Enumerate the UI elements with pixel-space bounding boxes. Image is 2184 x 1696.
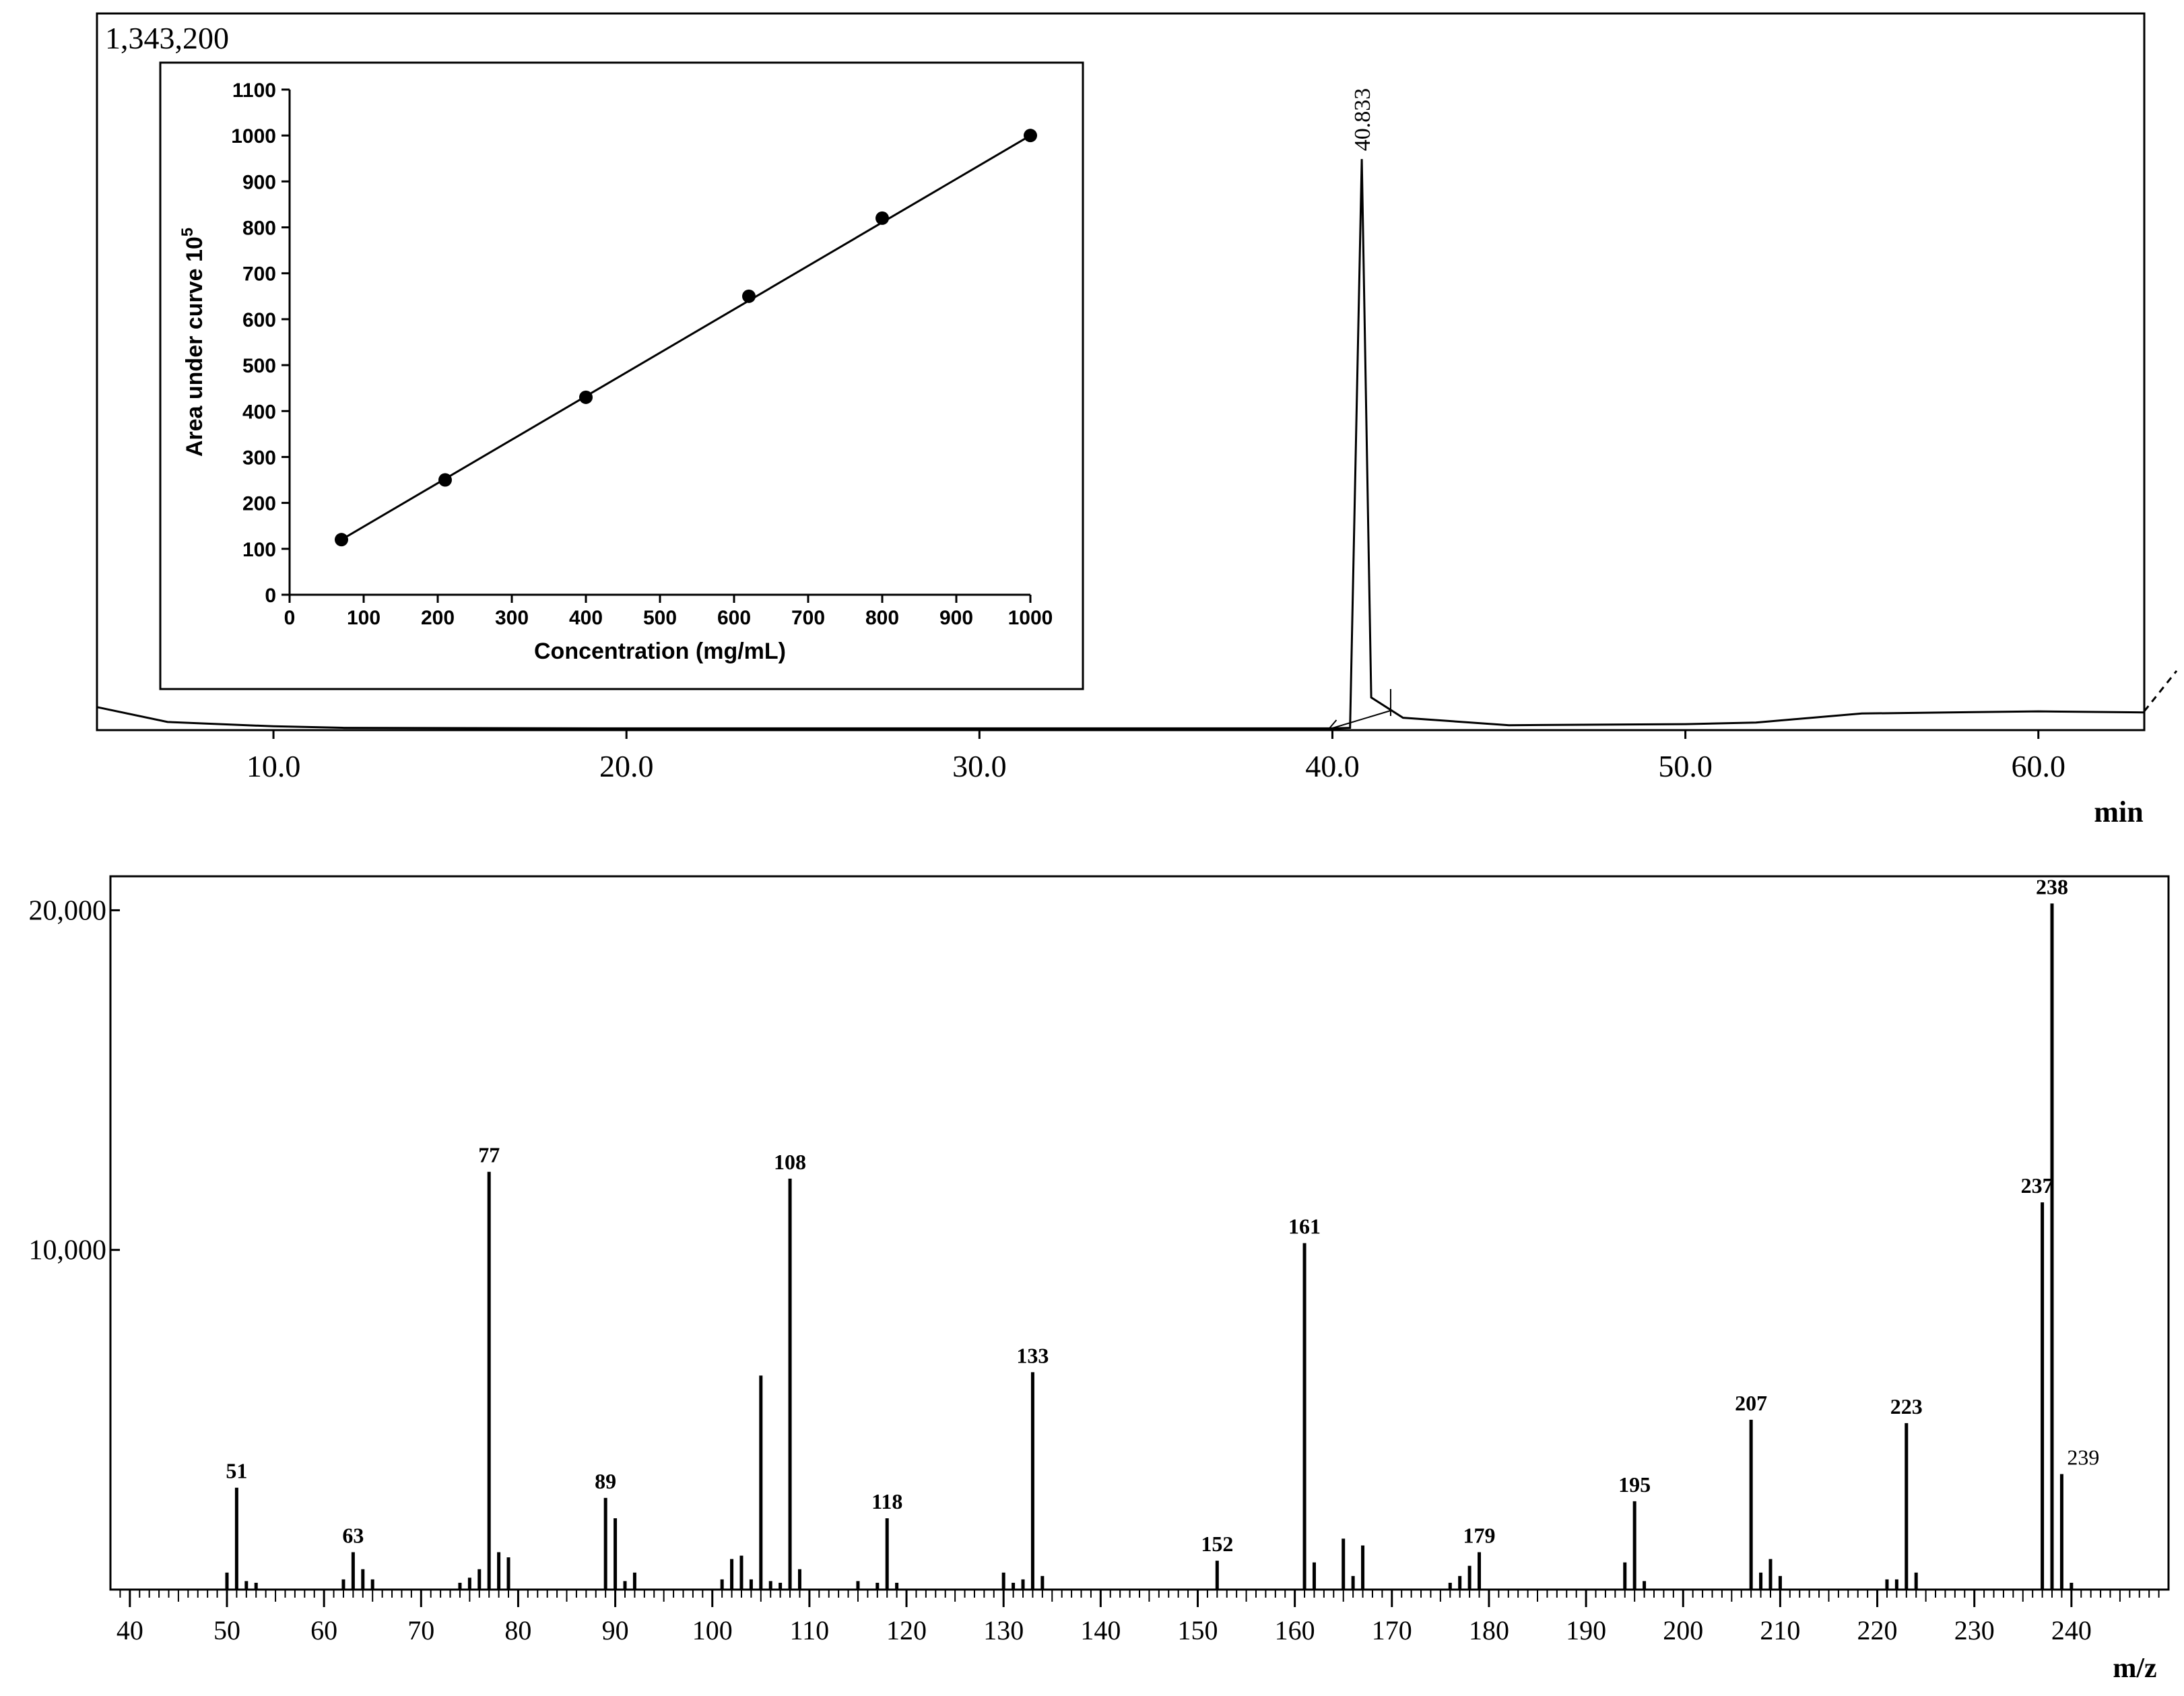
inset-x-tick-label: 1000 xyxy=(1008,607,1053,629)
inset-y-tick-label: 500 xyxy=(242,355,276,377)
chromatogram-x-ticks: 10.0 20.0 30.0 40.0 50.0 60.0 xyxy=(246,729,2065,783)
ms-x-tick-label: 70 xyxy=(407,1615,434,1645)
ms-peak-label: 207 xyxy=(1735,1391,1767,1415)
mass-spectrum-x-axis-label: m/z xyxy=(2113,1653,2156,1684)
inset-x-tick-label: 400 xyxy=(569,607,603,629)
calibration-point xyxy=(579,390,593,404)
ms-x-tick-label: 230 xyxy=(1954,1615,1995,1645)
chromatogram-y-max-label: 1,343,200 xyxy=(105,21,229,55)
ms-peak-label: 89 xyxy=(595,1469,616,1493)
ms-x-tick-label: 120 xyxy=(886,1615,927,1645)
inset-y-tick-label: 0 xyxy=(265,585,276,607)
ms-x-tick-label: 100 xyxy=(692,1615,733,1645)
inset-y-tick-label: 300 xyxy=(242,447,276,469)
ms-peak-label: 239 xyxy=(2067,1445,2099,1470)
calibration-point xyxy=(438,473,452,487)
inset-x-tick-label: 100 xyxy=(347,607,380,629)
ms-peak-label: 223 xyxy=(1890,1394,1923,1418)
ms-x-tick-label: 170 xyxy=(1372,1615,1412,1645)
calibration-point xyxy=(875,211,889,225)
inset-y-tick-label: 200 xyxy=(242,493,276,515)
inset-y-axis-label-superscript: 5 xyxy=(178,228,197,236)
ms-x-tick-label: 240 xyxy=(2051,1615,2092,1645)
mass-spectrum-axes: 40 50 60 70 80 90 100 110 120 130 140 150 160 170 180 1… xyxy=(29,895,2160,1645)
mass-spectrum-peaks xyxy=(225,903,2074,1590)
chromatogram-panel: 1,343,200 10.0 20.0 30.0 40.0 50.0 60.0 40.83… xyxy=(96,12,2178,828)
inset-x-tick-label: 600 xyxy=(717,607,751,629)
ms-x-tick-label: 140 xyxy=(1080,1615,1121,1645)
calibration-point xyxy=(335,533,348,547)
chromatogram-x-tick-label: 50.0 xyxy=(1658,749,1713,783)
ms-x-tick-label: 160 xyxy=(1275,1615,1315,1645)
inset-y-tick-label: 700 xyxy=(242,263,276,286)
ms-peak-label: 63 xyxy=(342,1524,364,1548)
inset-x-tick-label: 0 xyxy=(284,607,296,629)
ms-peak-label: 238 xyxy=(2036,874,2068,899)
inset-y-axis-label: Area under curve 105 xyxy=(178,228,207,457)
chromatogram-x-tick-label: 40.0 xyxy=(1305,749,1360,783)
ms-x-tick-label: 200 xyxy=(1663,1615,1703,1645)
inset-x-tick-label: 800 xyxy=(865,607,899,629)
ms-peak-label: 179 xyxy=(1463,1524,1496,1548)
inset-y-tick-label: 600 xyxy=(242,309,276,331)
inset-x-tick-label: 300 xyxy=(495,607,529,629)
ms-peak-label: 77 xyxy=(478,1143,500,1167)
ms-peak-label: 51 xyxy=(226,1459,247,1483)
inset-y-tick-label: 900 xyxy=(242,171,276,193)
inset-x-tick-label: 500 xyxy=(643,607,677,629)
inset-x-tick-label: 900 xyxy=(939,607,973,629)
ms-peak-label: 118 xyxy=(871,1489,902,1513)
chromatogram-x-tick-label: 20.0 xyxy=(599,749,654,783)
chromatogram-x-tick-label: 30.0 xyxy=(952,749,1007,783)
ms-x-tick-label: 130 xyxy=(983,1615,1024,1645)
mass-spectrum-frame xyxy=(109,875,2170,1591)
trace-continuation-dash xyxy=(2143,670,2178,712)
ms-peak-label: 133 xyxy=(1016,1343,1049,1367)
peak-integration-marks xyxy=(1327,689,1391,730)
mass-spectrum-panel: 40 50 60 70 80 90 100 110 120 130 140 150 160 170 180 1… xyxy=(29,874,2170,1684)
inset-axes: 0 100 200 300 400 500 600 700 800 900 1000 0 100 200 3… xyxy=(231,79,1053,629)
ms-x-tick-label: 190 xyxy=(1566,1615,1606,1645)
ms-x-tick-label: 180 xyxy=(1469,1615,1509,1645)
ms-x-tick-label: 220 xyxy=(1857,1615,1898,1645)
chromatogram-x-tick-label: 60.0 xyxy=(2012,749,2066,783)
inset-y-tick-label: 1100 xyxy=(232,79,276,102)
ms-x-tick-label: 60 xyxy=(310,1615,337,1645)
calibration-fit-line xyxy=(341,134,1031,541)
ms-x-tick-label: 210 xyxy=(1760,1615,1800,1645)
calibration-point xyxy=(742,289,756,303)
ms-x-tick-label: 40 xyxy=(117,1615,143,1645)
ms-x-tick-label: 90 xyxy=(602,1615,629,1645)
chromatogram-x-unit: min xyxy=(2094,795,2143,828)
inset-y-tick-label: 400 xyxy=(242,401,276,423)
calibration-point xyxy=(1024,129,1037,143)
chromatogram-trace xyxy=(96,159,2145,729)
calibration-inset: 0 100 200 300 400 500 600 700 800 900 1000 0 100 200 3… xyxy=(159,61,1084,690)
chromatogram-x-tick-label: 10.0 xyxy=(246,749,301,783)
ms-x-tick-label: 50 xyxy=(213,1615,240,1645)
ms-x-tick-label: 110 xyxy=(790,1615,830,1645)
ms-peak-label: 161 xyxy=(1288,1214,1321,1239)
ms-x-tick-label: 80 xyxy=(504,1615,531,1645)
chromatogram-frame xyxy=(96,12,2146,731)
inset-y-tick-label: 100 xyxy=(242,539,276,561)
inset-y-tick-label: 800 xyxy=(242,218,276,240)
ms-peak-label: 195 xyxy=(1618,1472,1651,1497)
ms-peak-label: 237 xyxy=(2021,1173,2053,1198)
inset-x-axis-label: Concentration (mg/mL) xyxy=(534,639,786,664)
calibration-points xyxy=(335,129,1037,547)
ms-y-tick-label: 20,000 xyxy=(29,895,107,926)
ms-peak-label: 152 xyxy=(1201,1532,1233,1556)
mass-spectrum-peak-labels: 51 63 77 89 108 118 133 152 161 179 195 207 223 237 23… xyxy=(226,874,2099,1556)
peak-retention-time-label: 40.833 xyxy=(1350,88,1375,152)
ms-peak-label: 108 xyxy=(774,1150,806,1174)
inset-x-tick-label: 200 xyxy=(421,607,455,629)
ms-x-tick-label: 150 xyxy=(1177,1615,1218,1645)
inset-y-tick-label: 1000 xyxy=(231,125,276,148)
inset-x-tick-label: 700 xyxy=(791,607,825,629)
ms-y-tick-label: 10,000 xyxy=(29,1235,107,1266)
